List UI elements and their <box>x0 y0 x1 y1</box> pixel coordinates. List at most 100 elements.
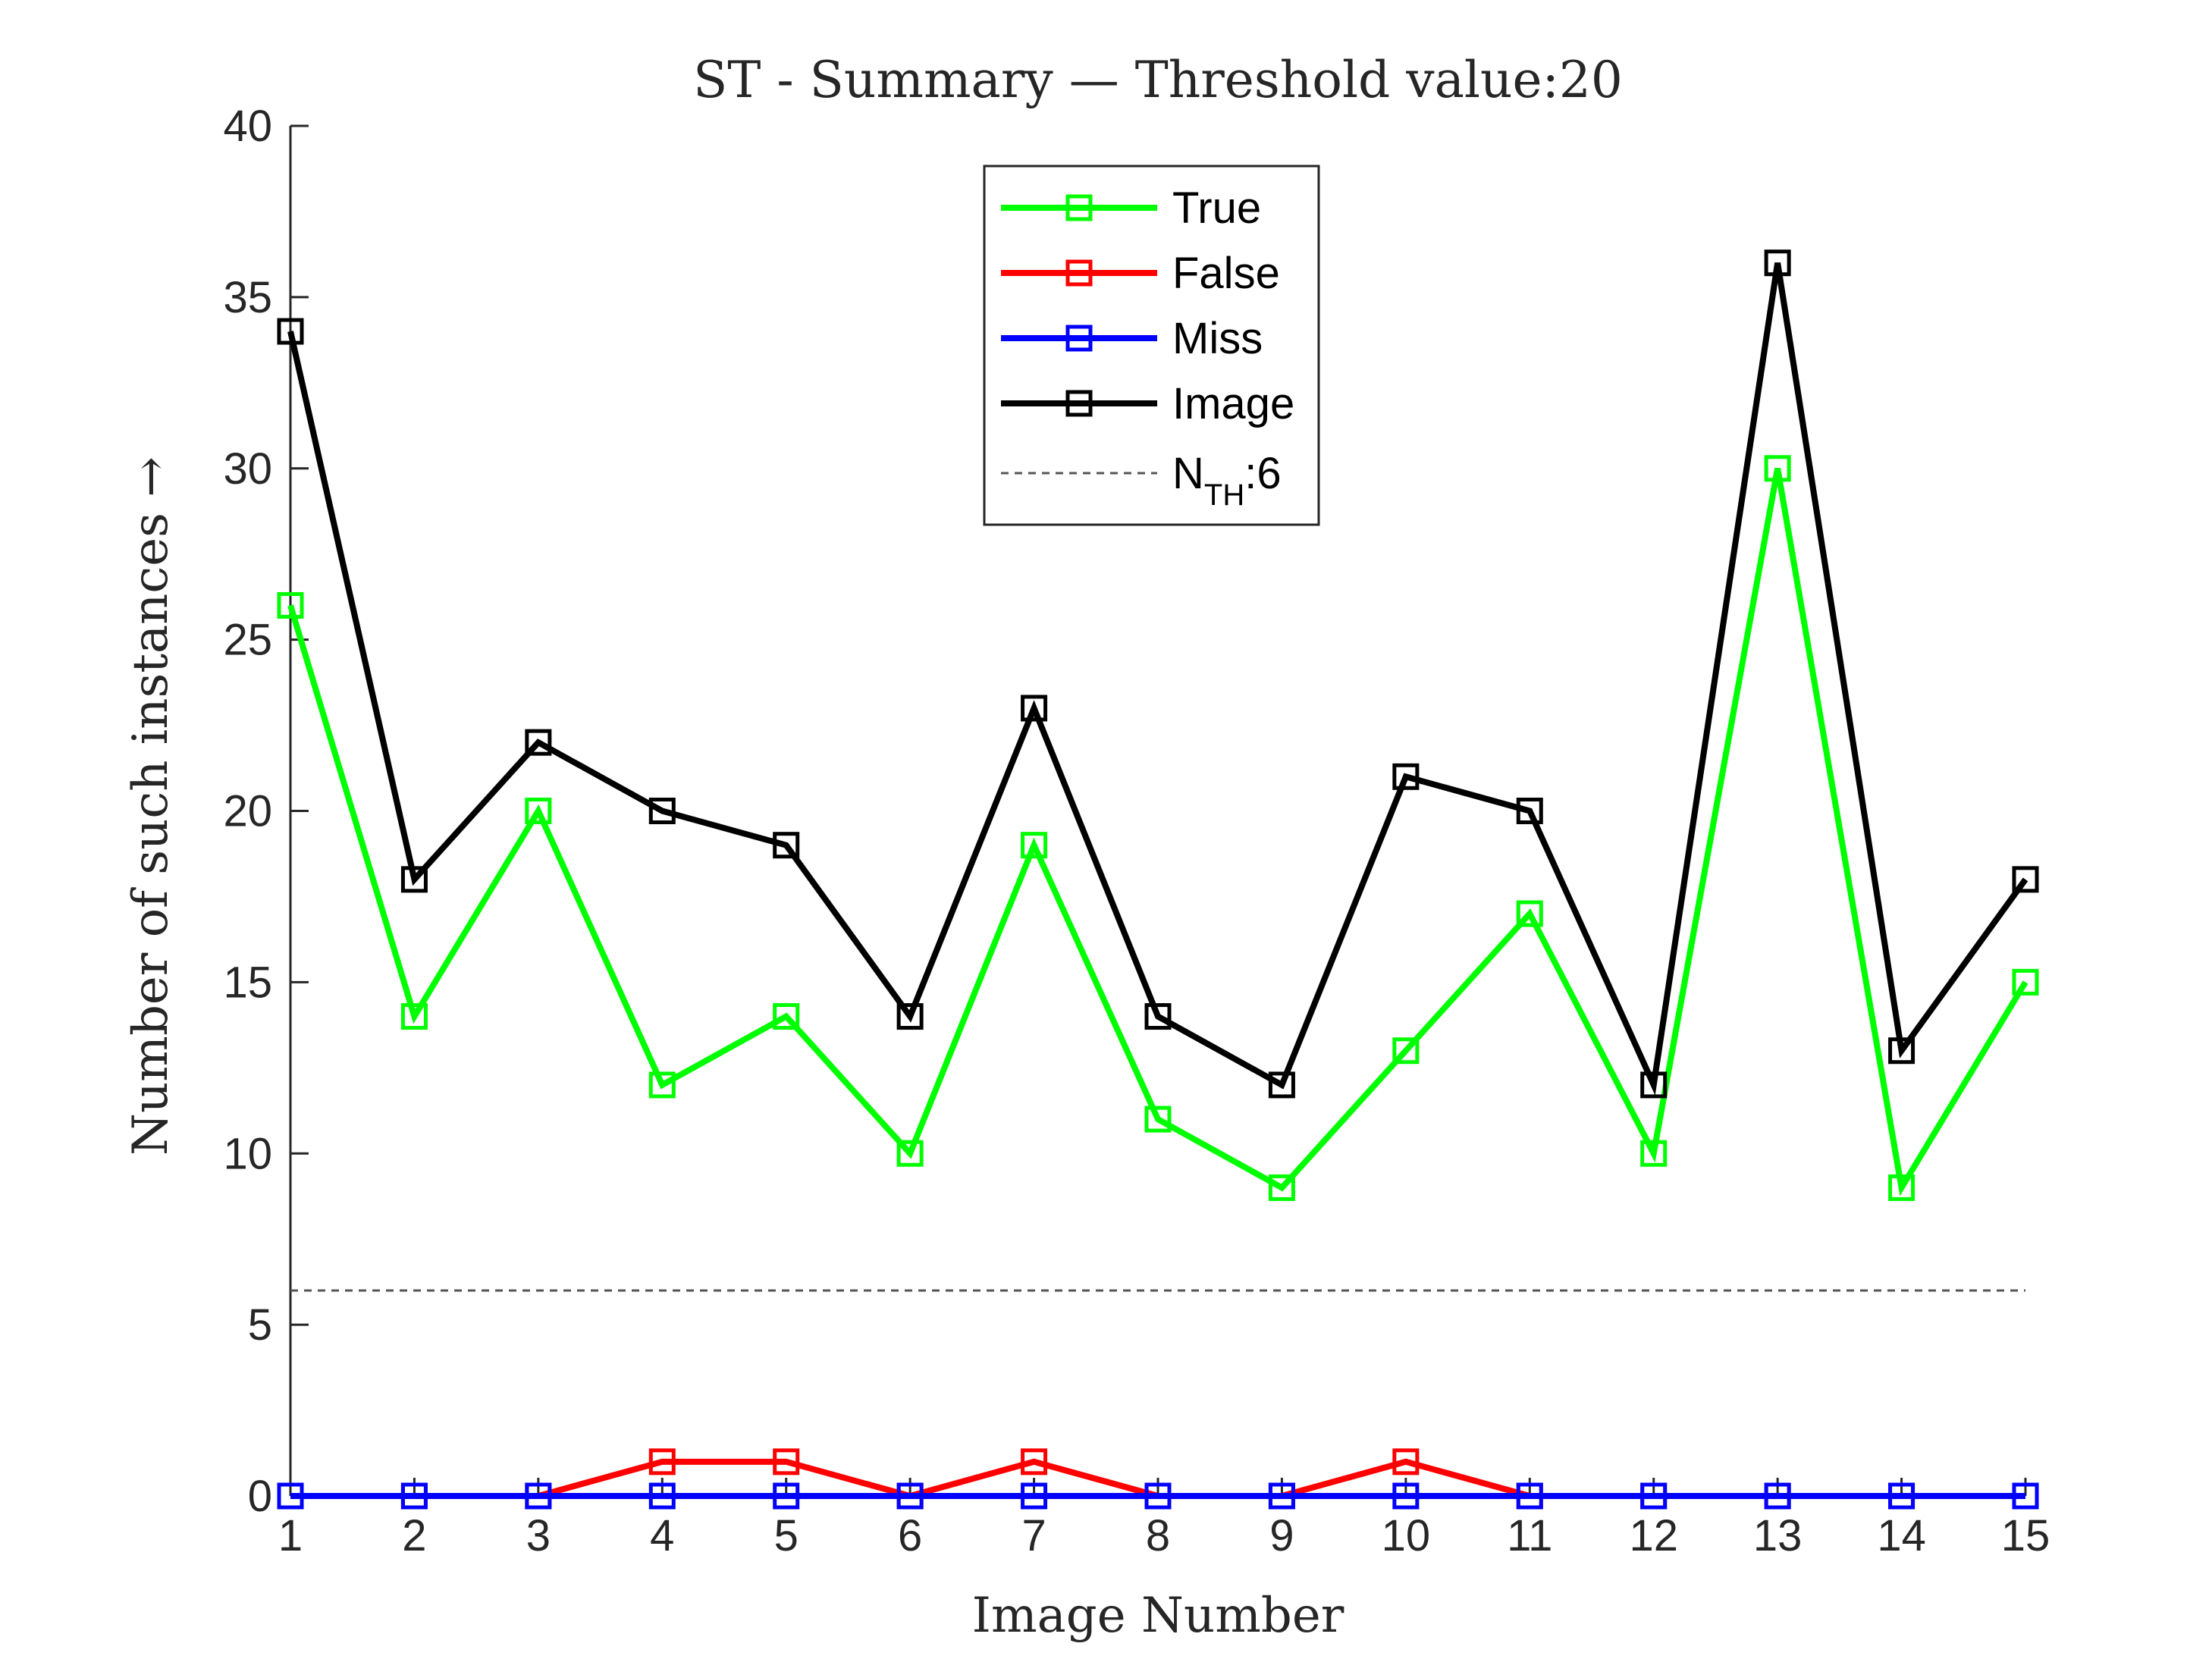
legend-label-image: Image <box>1172 379 1294 428</box>
data-point-true <box>1516 900 1543 927</box>
legend-label-false: False <box>1172 249 1280 298</box>
legend-label-threshold-subscript: TH <box>1204 478 1244 512</box>
data-point-true <box>896 1140 924 1167</box>
data-point-image <box>525 729 552 756</box>
x-tick-label: 14 <box>1877 1511 1926 1560</box>
data-point-image <box>400 866 428 893</box>
data-point-image <box>1888 1037 1915 1065</box>
data-point-image <box>1516 798 1543 824</box>
data-point-false <box>648 1448 676 1476</box>
data-point-miss <box>1268 1482 1295 1510</box>
x-tick-label: 12 <box>1629 1511 1678 1560</box>
legend-label-threshold-suffix: :6 <box>1244 449 1281 498</box>
y-tick-label: 10 <box>223 1129 272 1178</box>
y-axis: 0 5 10 15 20 25 30 35 40 <box>223 102 309 1521</box>
data-point-true <box>277 591 304 619</box>
legend-swatch-marker <box>1065 259 1093 287</box>
series-miss <box>277 1482 2039 1510</box>
data-point-true <box>1268 1174 1295 1201</box>
legend-label-miss: Miss <box>1172 314 1263 363</box>
x-tick-label: 8 <box>1146 1511 1170 1560</box>
data-point-miss <box>1640 1482 1668 1510</box>
x-tick-label: 11 <box>1507 1511 1552 1560</box>
x-tick-label: 5 <box>774 1511 799 1560</box>
data-point-miss <box>525 1482 552 1510</box>
y-axis-label: Number of such instances → <box>123 456 179 1156</box>
data-point-false <box>1021 1448 1048 1476</box>
y-tick-label: 5 <box>248 1300 272 1350</box>
data-point-miss <box>1144 1482 1172 1510</box>
x-axis-label: Image Number <box>972 1588 1344 1644</box>
y-tick-label: 20 <box>223 787 272 836</box>
data-point-miss <box>773 1482 800 1510</box>
chart-title: ST - Summary — Threshold value:20 <box>693 51 1623 109</box>
y-tick-label: 25 <box>223 616 272 665</box>
x-tick-label: 6 <box>898 1511 922 1560</box>
x-tick-label: 1 <box>278 1511 303 1560</box>
data-point-true <box>525 798 552 824</box>
legend-swatch-marker <box>1065 194 1093 221</box>
data-point-image <box>1021 695 1048 722</box>
y-tick-label: 15 <box>223 958 272 1007</box>
y-tick-label: 35 <box>223 273 272 322</box>
x-tick-label: 10 <box>1382 1511 1431 1560</box>
x-tick-label: 7 <box>1021 1511 1046 1560</box>
legend-box <box>983 165 1320 526</box>
x-tick-label: 9 <box>1269 1511 1294 1560</box>
data-point-miss <box>648 1482 676 1510</box>
x-tick-label: 4 <box>650 1511 674 1560</box>
data-point-image <box>277 318 304 345</box>
data-point-true <box>1640 1140 1668 1167</box>
data-point-true <box>1888 1174 1915 1201</box>
data-point-image <box>648 798 676 824</box>
data-point-miss <box>1764 1482 1791 1510</box>
x-tick-label: 15 <box>2001 1511 2050 1560</box>
y-tick-label: 0 <box>248 1472 272 1521</box>
data-point-image <box>1392 763 1420 790</box>
legend-swatch-marker <box>1065 325 1093 352</box>
data-point-miss <box>277 1482 304 1510</box>
data-point-true <box>1764 455 1791 482</box>
data-point-true <box>1144 1105 1172 1133</box>
series-line-true <box>287 468 2028 1196</box>
data-point-miss <box>896 1482 924 1510</box>
y-tick-label: 30 <box>223 444 272 494</box>
data-point-true <box>648 1071 676 1099</box>
data-point-miss <box>1021 1482 1048 1510</box>
legend-entry-true: True <box>1001 183 1261 233</box>
legend-entry-image: Image <box>1001 379 1294 428</box>
series-layer <box>277 249 2039 1510</box>
data-point-image <box>1764 249 1791 277</box>
data-point-image <box>773 832 800 859</box>
data-point-image <box>896 1003 924 1030</box>
data-point-image <box>1144 1003 1172 1030</box>
data-point-true <box>1392 1037 1420 1065</box>
x-tick-label: 2 <box>402 1511 426 1560</box>
data-point-true <box>773 1003 800 1030</box>
data-point-miss <box>2012 1482 2039 1510</box>
data-point-image <box>1640 1071 1668 1099</box>
y-tick-label: 40 <box>223 102 272 151</box>
legend-label-true: True <box>1172 183 1261 233</box>
data-point-image <box>2012 866 2039 893</box>
x-tick-label: 13 <box>1753 1511 1803 1560</box>
series-image <box>277 249 2039 1099</box>
data-point-false <box>773 1448 800 1476</box>
data-point-miss <box>1392 1482 1420 1510</box>
data-point-false <box>1392 1448 1420 1476</box>
series-true <box>277 455 2039 1201</box>
data-point-miss <box>400 1482 428 1510</box>
series-line-image <box>287 262 2028 1096</box>
data-point-true <box>2012 968 2039 996</box>
data-point-true <box>1021 832 1048 859</box>
data-point-image <box>1268 1071 1295 1099</box>
data-point-true <box>400 1003 428 1030</box>
data-point-miss <box>1888 1482 1915 1510</box>
x-tick-label: 3 <box>526 1511 551 1560</box>
legend-swatch-marker <box>1065 390 1093 417</box>
legend-entry-miss: Miss <box>1001 314 1263 363</box>
data-point-miss <box>1516 1482 1543 1510</box>
legend-entry-false: False <box>1001 249 1280 298</box>
